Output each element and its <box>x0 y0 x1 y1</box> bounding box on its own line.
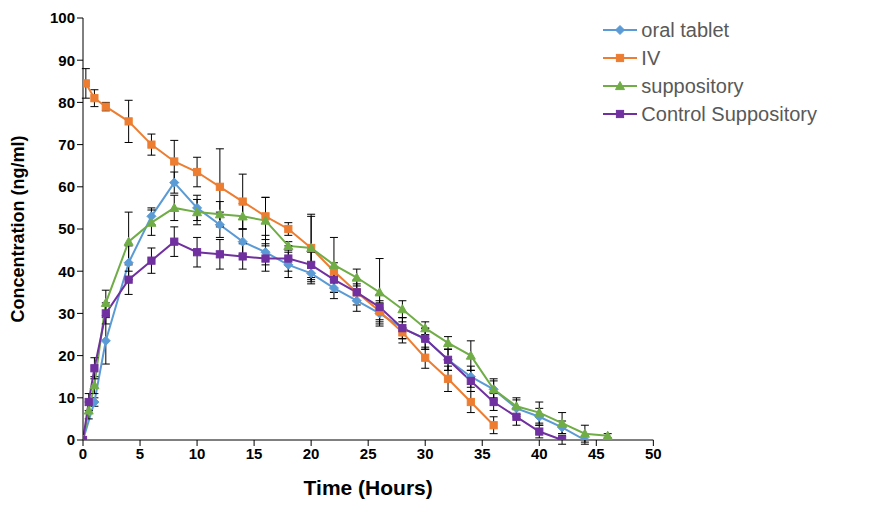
svg-text:Concentration (ng/ml): Concentration (ng/ml) <box>8 136 28 323</box>
svg-text:50: 50 <box>58 220 75 237</box>
svg-text:35: 35 <box>474 445 491 462</box>
svg-text:25: 25 <box>360 445 377 462</box>
svg-text:80: 80 <box>58 94 75 111</box>
html-text:Control Suppository: Control Suppository <box>641 102 817 125</box>
svg-text:30: 30 <box>58 305 75 322</box>
svg-text:70: 70 <box>58 136 75 153</box>
svg-text:30: 30 <box>417 445 434 462</box>
svg-text:0: 0 <box>79 445 87 462</box>
svg-text:20: 20 <box>303 445 320 462</box>
svg-text:0: 0 <box>67 431 75 448</box>
html-text:IV: IV <box>641 46 661 69</box>
svg-text:10: 10 <box>58 389 75 406</box>
svg-text:50: 50 <box>645 445 662 462</box>
svg-text:15: 15 <box>246 445 263 462</box>
svg-text:45: 45 <box>588 445 605 462</box>
svg-text:90: 90 <box>58 52 75 69</box>
html-text:oral tablet: oral tablet <box>641 18 730 41</box>
html-text:suppository: suppository <box>641 74 744 97</box>
svg-text:20: 20 <box>58 347 75 364</box>
svg-text:100: 100 <box>50 9 75 26</box>
svg-text:40: 40 <box>58 263 75 280</box>
svg-text:Time (Hours): Time (Hours) <box>304 476 433 499</box>
svg-text:10: 10 <box>189 445 206 462</box>
svg-text:5: 5 <box>136 445 144 462</box>
svg-text:40: 40 <box>531 445 548 462</box>
svg-text:60: 60 <box>58 178 75 195</box>
